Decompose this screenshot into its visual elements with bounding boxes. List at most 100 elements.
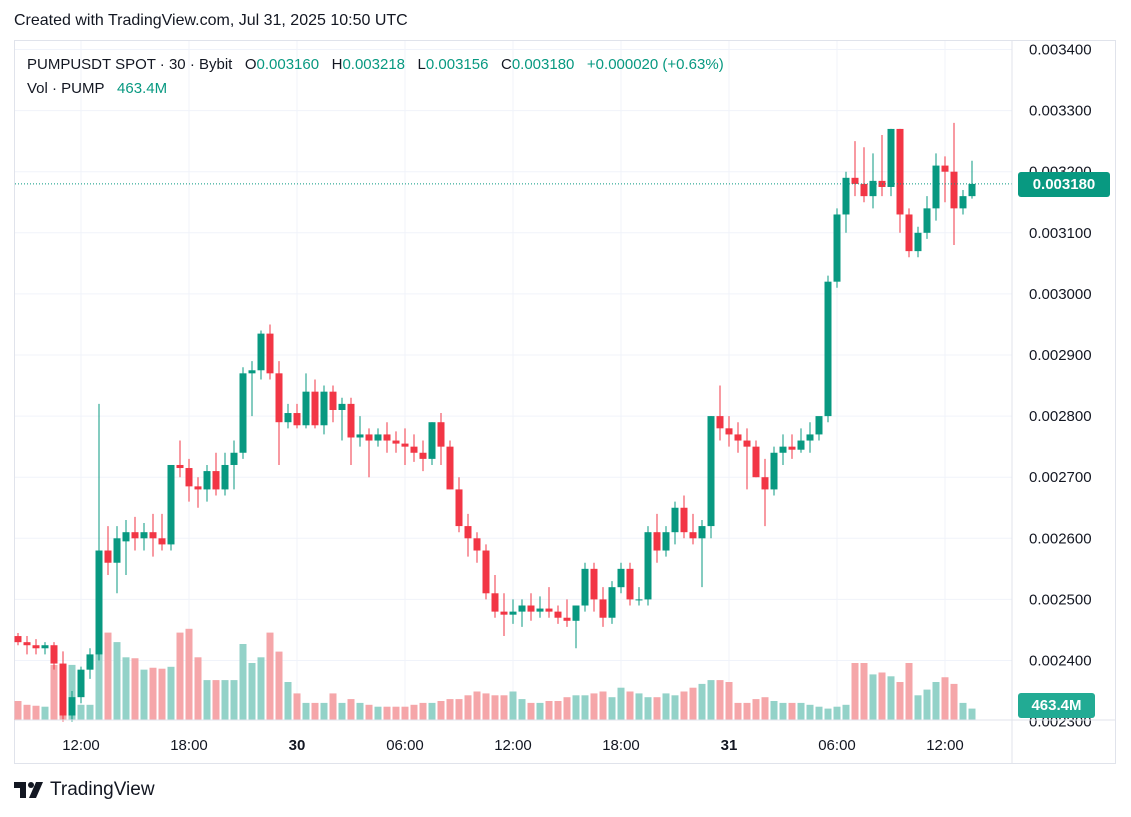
candle-body xyxy=(401,443,409,447)
candle-body xyxy=(572,605,580,621)
candle-body xyxy=(725,428,733,435)
volume-bar xyxy=(563,697,571,720)
candle-body xyxy=(347,403,355,438)
volume-bar xyxy=(410,704,418,720)
candle xyxy=(599,587,607,627)
candle xyxy=(50,642,58,670)
volume-bar xyxy=(554,701,562,720)
candle xyxy=(869,153,877,209)
candle-body xyxy=(779,446,787,453)
time-tick-label: 18:00 xyxy=(602,737,640,754)
candle xyxy=(878,135,886,197)
volume-bar xyxy=(527,702,535,720)
candle-body xyxy=(149,532,157,539)
candle-body xyxy=(455,489,463,527)
candle xyxy=(473,532,481,563)
candle-body xyxy=(644,532,652,600)
tradingview-logo-icon xyxy=(14,782,43,798)
candle-body xyxy=(437,422,445,447)
tradingview-brand[interactable]: TradingView xyxy=(14,779,155,801)
candle xyxy=(356,416,364,447)
volume-bar xyxy=(932,682,940,720)
candle-body xyxy=(698,526,706,539)
candle xyxy=(860,147,868,203)
volume-bar xyxy=(851,663,859,720)
candle-body xyxy=(581,568,589,606)
volume-bar xyxy=(509,691,517,720)
candle-body xyxy=(266,333,274,374)
candle xyxy=(635,587,643,606)
candle xyxy=(284,403,292,429)
volume-bar xyxy=(365,704,373,720)
last-price-badge: 0.003180 xyxy=(1018,172,1110,197)
candle-body xyxy=(815,416,823,435)
candle-body xyxy=(680,507,688,533)
candle-body xyxy=(851,177,859,184)
candle-body xyxy=(482,550,490,594)
candle xyxy=(563,599,571,627)
candle-body xyxy=(293,413,301,426)
volume-bar xyxy=(680,691,688,720)
volume-bar xyxy=(572,695,580,720)
volume-bar xyxy=(311,702,319,720)
candle-body xyxy=(608,587,616,618)
candle xyxy=(293,403,301,429)
candle xyxy=(194,477,202,508)
time-tick-label: 12:00 xyxy=(926,737,964,754)
candle xyxy=(230,440,238,490)
volume-bar xyxy=(536,702,544,720)
volume-bar xyxy=(50,664,58,720)
candle xyxy=(482,544,490,600)
candle xyxy=(662,526,670,557)
candle xyxy=(455,477,463,533)
candle-body xyxy=(32,645,40,649)
volume-bar xyxy=(113,642,121,720)
volume-bar xyxy=(644,697,652,720)
candle xyxy=(167,464,175,551)
volume-bar xyxy=(797,702,805,720)
candle xyxy=(518,599,526,627)
candle xyxy=(203,464,211,502)
volume-bar xyxy=(257,657,265,720)
volume-bar xyxy=(149,667,157,720)
candle xyxy=(320,385,328,435)
volume-bar xyxy=(788,702,796,720)
candle-body xyxy=(95,550,103,655)
chart-frame xyxy=(14,40,1116,764)
candle-body xyxy=(932,165,940,209)
volume-bar xyxy=(779,702,787,720)
candle xyxy=(149,513,157,557)
candle-body xyxy=(716,416,724,429)
candle-body xyxy=(599,599,607,618)
price-tick-label: 0.002400 xyxy=(1029,653,1092,670)
candle xyxy=(545,587,553,618)
volume-bar xyxy=(770,701,778,720)
candle-body xyxy=(140,532,148,539)
candle-body xyxy=(473,538,481,551)
volume-bar xyxy=(887,676,895,720)
candle xyxy=(338,397,346,441)
volume-bar xyxy=(293,693,301,720)
candle xyxy=(851,141,859,197)
candle xyxy=(365,428,373,478)
candle-body xyxy=(887,128,895,187)
time-tick-label: 06:00 xyxy=(818,737,856,754)
time-tick-label: 30 xyxy=(289,737,306,754)
candle-body xyxy=(383,434,391,441)
candle xyxy=(536,596,544,618)
candle xyxy=(896,128,904,233)
candle-body xyxy=(275,373,283,423)
candle xyxy=(716,385,724,441)
volume-bar xyxy=(320,702,328,720)
candle-body xyxy=(446,446,454,490)
legend-row-price: PUMPUSDT SPOT · 30 · Bybit O0.003160 H0.… xyxy=(27,53,724,77)
candle xyxy=(905,208,913,258)
volume-bar xyxy=(284,682,292,720)
volume-bar xyxy=(725,682,733,720)
candle xyxy=(158,513,166,551)
volume-bar xyxy=(338,702,346,720)
volume-bar xyxy=(32,705,40,720)
candle-body xyxy=(464,526,472,539)
candle xyxy=(914,226,922,258)
